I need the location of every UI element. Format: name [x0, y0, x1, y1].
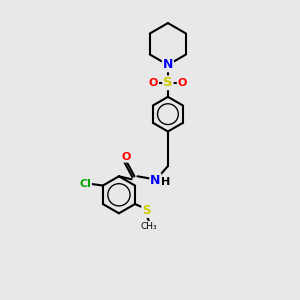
- Text: O: O: [122, 152, 131, 162]
- Text: N: N: [150, 174, 161, 187]
- Text: Cl: Cl: [80, 179, 91, 189]
- Text: O: O: [149, 78, 158, 88]
- Text: S: S: [142, 204, 151, 217]
- Text: O: O: [178, 78, 187, 88]
- Text: N: N: [163, 58, 173, 71]
- Text: S: S: [163, 76, 173, 89]
- Text: H: H: [161, 177, 170, 187]
- Text: CH₃: CH₃: [141, 222, 158, 231]
